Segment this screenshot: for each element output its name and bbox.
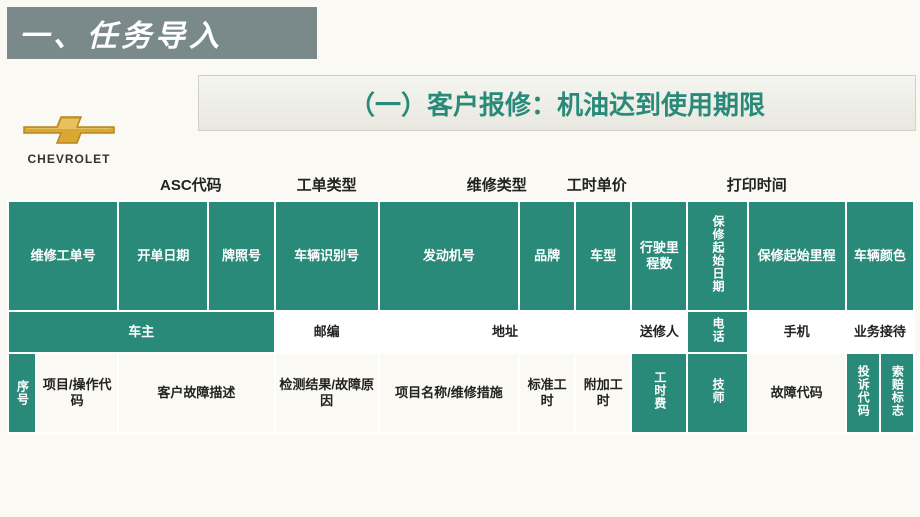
meta-print-time: 打印时间 bbox=[727, 174, 787, 195]
meta-order-type: 工单类型 bbox=[297, 174, 357, 195]
chevrolet-bowtie-icon bbox=[19, 110, 119, 150]
chevrolet-logo: CHEVROLET bbox=[14, 110, 124, 166]
hdr-plate-no: 牌照号 bbox=[208, 201, 274, 311]
hdr-brand: 品牌 bbox=[519, 201, 575, 311]
hdr-add-hour: 附加工时 bbox=[575, 353, 631, 433]
hdr-sender: 送修人 bbox=[631, 311, 687, 353]
meta-labels-row: ASC代码 工单类型 维修类型 工时单价 打印时间 bbox=[150, 170, 910, 198]
work-order-table: 维修工单号 开单日期 牌照号 车辆识别号 发动机号 品牌 车型 行驶里程数 保修… bbox=[7, 200, 915, 434]
hdr-hour-fee: 工时费 bbox=[631, 353, 687, 433]
hdr-mileage: 行驶里程数 bbox=[631, 201, 687, 311]
hdr-proj-code: 项目/操作代码 bbox=[36, 353, 118, 433]
hdr-open-date: 开单日期 bbox=[118, 201, 208, 311]
hdr-warranty-start-date: 保修起始日期 bbox=[687, 201, 747, 311]
hdr-seq: 序号 bbox=[8, 353, 36, 433]
hdr-fault-code: 故障代码 bbox=[748, 353, 846, 433]
hdr-std-hour: 标准工时 bbox=[519, 353, 575, 433]
hdr-receptionist: 业务接待 bbox=[846, 311, 914, 353]
hdr-owner: 车主 bbox=[8, 311, 275, 353]
page-title: （一）客户报修：机油达到使用期限 bbox=[198, 75, 916, 131]
logo-brand-label: CHEVROLET bbox=[14, 152, 124, 166]
hdr-technician: 技师 bbox=[687, 353, 747, 433]
meta-asc-code: ASC代码 bbox=[160, 174, 222, 195]
hdr-inspect-cause: 检测结果/故障原因 bbox=[275, 353, 379, 433]
hdr-warranty-start-mileage: 保修起始里程 bbox=[748, 201, 846, 311]
hdr-mobile: 手机 bbox=[748, 311, 846, 353]
hdr-engine-no: 发动机号 bbox=[379, 201, 519, 311]
meta-repair-type: 维修类型 bbox=[467, 174, 527, 195]
hdr-proj-name: 项目名称/维修措施 bbox=[379, 353, 519, 433]
section-banner: 一、任务导入 bbox=[7, 7, 317, 59]
hdr-address: 地址 bbox=[379, 311, 632, 353]
hdr-fault-desc: 客户故障描述 bbox=[118, 353, 274, 433]
hdr-phone: 电话 bbox=[687, 311, 747, 353]
hdr-claim-flag: 索赔标志 bbox=[880, 353, 914, 433]
hdr-vin: 车辆识别号 bbox=[275, 201, 379, 311]
hdr-model: 车型 bbox=[575, 201, 631, 311]
hdr-vehicle-color: 车辆颜色 bbox=[846, 201, 914, 311]
meta-hour-price: 工时单价 bbox=[567, 174, 627, 195]
hdr-repair-order-no: 维修工单号 bbox=[8, 201, 118, 311]
hdr-complaint-code: 投诉代码 bbox=[846, 353, 880, 433]
hdr-zip: 邮编 bbox=[275, 311, 379, 353]
